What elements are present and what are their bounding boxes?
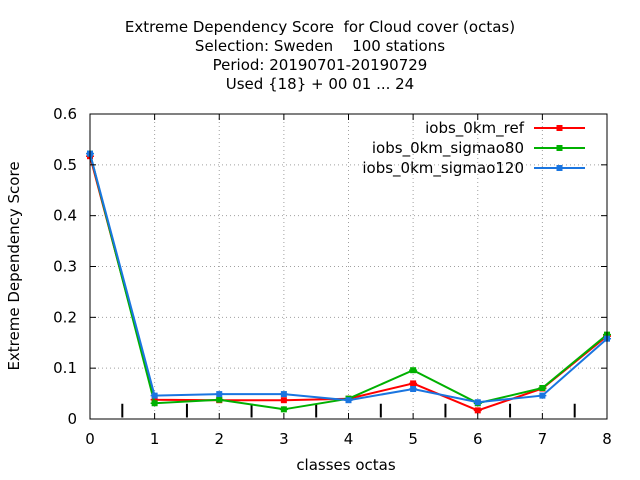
legend-label-iobs_0km_sigmao120: iobs_0km_sigmao120 (362, 159, 524, 178)
x-tick-label: 6 (473, 430, 483, 448)
legend-marker-iobs_0km_sigmao80 (556, 145, 563, 151)
y-tick-label: 0.1 (53, 359, 77, 377)
legend-label-iobs_0km_sigmao80: iobs_0km_sigmao80 (372, 139, 524, 158)
x-tick-label: 1 (150, 430, 160, 448)
y-tick-label: 0.3 (53, 258, 77, 276)
legend-marker-iobs_0km_sigmao120 (556, 165, 563, 171)
x-tick-label: 5 (408, 430, 418, 448)
chart-title-line-2: Selection: Sweden 100 stations (194, 37, 446, 55)
y-tick-label: 0.2 (53, 308, 77, 326)
axes: 0 1 2 3 4 5 6 7 8 0 0.1 0.2 0.3 0.4 0.5 0.6 (53, 105, 612, 448)
grid (90, 114, 607, 419)
legend-marker-iobs_0km_ref (556, 125, 563, 131)
legend: iobs_0km_refiobs_0km_sigmao80iobs_0km_si… (362, 119, 585, 178)
x-tick-label: 7 (538, 430, 548, 448)
x-tick-label: 0 (85, 430, 95, 448)
y-tick-label: 0.5 (53, 156, 77, 174)
x-tick-label: 8 (602, 430, 612, 448)
half-class-markers (121, 403, 576, 418)
x-axis-label: classes octas (296, 456, 396, 474)
chart-title-line-4: Used {18} + 00 01 ... 24 (225, 75, 415, 93)
chart-title-line-1: Extreme Dependency Score for Cloud cover… (124, 18, 516, 36)
x-tick-label: 2 (214, 430, 224, 448)
legend-label-iobs_0km_ref: iobs_0km_ref (425, 119, 525, 138)
x-tick-label: 3 (279, 430, 289, 448)
y-tick-label: 0.6 (53, 105, 77, 123)
y-tick-label: 0 (67, 410, 77, 428)
y-tick-label: 0.4 (53, 207, 77, 225)
chart-title-line-3: Period: 20190701-20190729 (212, 56, 428, 74)
x-tick-label: 4 (344, 430, 354, 448)
